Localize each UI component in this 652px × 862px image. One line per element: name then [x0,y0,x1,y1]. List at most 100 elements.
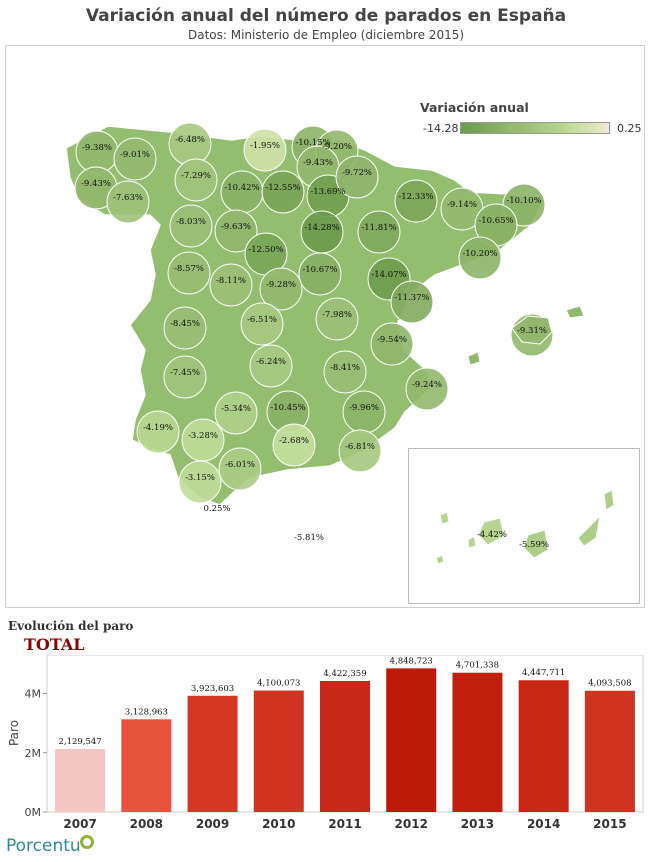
province-11[interactable] [261,170,305,214]
province-21[interactable] [357,210,401,254]
unemployment-bar-chart[interactable]: Paro 0M 2M 4M 2,129,547 2007 3,128,963 2008 3,92… [0,655,652,835]
province-37[interactable] [163,355,207,399]
map-value-label: -2.68% [279,436,309,446]
map-value-label: -9.14% [447,200,477,210]
bar-2013[interactable] [452,672,503,812]
map-value-label: -10.45% [270,403,305,413]
province-45[interactable] [338,429,382,473]
logo-mark-icon [79,835,94,849]
province-34[interactable] [370,322,414,366]
bar-data-label: 4,701,338 [456,661,499,671]
map-value-label: -13.69% [310,187,345,197]
map-value-label: -7.98% [322,310,352,320]
canary-island-6 [435,554,445,565]
map-value-label: -9.43% [303,158,333,168]
canary-islands-inset [408,448,640,604]
legend-color-scale [460,122,610,134]
province-1[interactable] [113,137,157,181]
evolution-heading: Evolución del paro [8,619,134,633]
logo-text: Porcentu [6,836,81,856]
map-value-label: -7.29% [181,171,211,181]
legend-max-label: 0.25 [617,122,642,135]
bar-2010[interactable] [253,690,304,812]
map-value-label: -9.72% [342,168,372,178]
bar-data-label: 4,447,711 [522,668,565,678]
bar-data-label: 4,100,073 [257,679,300,689]
province-14[interactable] [394,179,438,223]
map-value-label: -10.15% [295,138,330,148]
bar-2009[interactable] [187,695,238,812]
page-title: Variación anual del número de parados en… [85,6,567,26]
province-32[interactable] [240,302,284,346]
province-18[interactable] [169,204,213,248]
province-26[interactable] [167,251,211,295]
map-value-label: -10.65% [478,216,513,226]
province-19[interactable] [214,209,258,253]
province-9[interactable] [174,158,218,202]
x-tick-label: 2007 [63,817,96,831]
province-31[interactable] [163,306,207,350]
x-tick-label: 2012 [395,817,428,831]
province-tiles [74,122,554,504]
map-value-label: -11.81% [361,223,396,233]
y-tick-label: 4M [25,688,42,701]
ibiza [467,351,481,366]
map-value-label: -14.28% [304,223,339,233]
province-35[interactable] [249,344,293,388]
y-axis-label: Paro [7,720,21,746]
bar-2014[interactable] [518,680,569,812]
canary-islands [435,489,615,565]
map-value-label: -9.96% [349,403,379,413]
y-tick-label: 0M [25,806,42,819]
map-value-label: -7.45% [170,368,200,378]
province-46[interactable] [218,447,262,491]
mallorca [511,315,553,345]
province-8[interactable] [106,180,150,224]
map-value-label: -8.03% [176,217,206,227]
bar-data-label: 4,422,359 [323,669,366,679]
province-29[interactable] [390,280,434,324]
map-value-labels: -9.38% -9.01% -6.48% -1.95% -10.15%-9.20% -9.… [81,135,549,550]
province-38[interactable] [405,367,449,411]
bar-data-label: 2,129,547 [58,737,101,747]
x-tick-label: 2011 [328,817,361,831]
bar-2007[interactable] [55,748,106,812]
province-36[interactable] [323,350,367,394]
map-value-label: -8.41% [330,363,360,373]
province-23[interactable] [298,252,342,296]
province-39[interactable] [214,391,258,435]
map-value-label: -3.28% [188,431,218,441]
canary-island-2 [477,517,505,546]
bar-data-label: 4,848,723 [390,656,433,666]
province-13[interactable] [335,155,379,199]
menorca [565,305,585,319]
province-27[interactable] [209,263,253,307]
canary-island-3 [523,529,549,559]
map-value-label: -11.37% [394,293,429,303]
x-tick-label: 2009 [196,817,229,831]
map-value-label: -6.24% [256,357,286,367]
map-value-label: -8.57% [174,264,204,274]
legend-title: Variación anual [420,100,529,115]
map-value-label: -9.38% [82,143,112,153]
province-24[interactable] [458,236,502,280]
bar-2011[interactable] [320,680,370,812]
spain-choropleth-map[interactable]: -9.38% -9.01% -6.48% -1.95% -10.15%-9.20% -9.… [0,0,652,615]
province-42[interactable] [136,410,180,454]
bar-2012[interactable] [386,668,437,812]
bar-2008[interactable] [121,719,172,812]
map-value-label: -9.31% [517,326,547,336]
province-3[interactable] [243,128,287,172]
province-44[interactable] [272,423,316,467]
page-subtitle: Datos: Ministerio de Empleo (diciembre 2… [187,28,465,42]
map-value-label: -8.11% [216,276,246,286]
bar-2015[interactable] [584,690,635,812]
evolution-subheading: TOTAL [24,635,85,654]
province-28[interactable] [259,267,303,311]
map-value-label: -9.24% [412,380,442,390]
map-value-label: -8.45% [170,319,200,329]
canary-island-1 [467,535,477,549]
bar-data-label: 3,128,963 [125,707,168,717]
province-33[interactable] [315,297,359,341]
province-47[interactable] [178,460,222,504]
